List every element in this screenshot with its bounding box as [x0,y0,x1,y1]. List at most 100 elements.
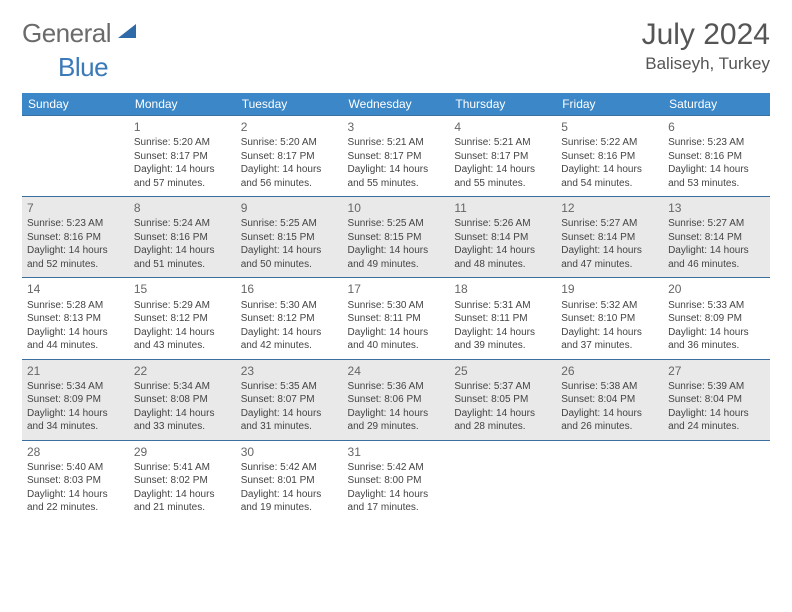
daylight-line: Daylight: 14 hours and 28 minutes. [454,407,551,434]
logo: General [22,18,140,49]
sunset-line: Sunset: 8:11 PM [348,312,445,326]
calendar-cell [663,440,770,521]
sunset-line: Sunset: 8:08 PM [134,393,231,407]
daylight-line: Daylight: 14 hours and 48 minutes. [454,244,551,271]
calendar-cell: 22Sunrise: 5:34 AMSunset: 8:08 PMDayligh… [129,359,236,440]
calendar-cell: 2Sunrise: 5:20 AMSunset: 8:17 PMDaylight… [236,116,343,197]
sunset-line: Sunset: 8:17 PM [348,150,445,164]
day-number: 17 [348,281,445,297]
sunrise-line: Sunrise: 5:25 AM [348,217,445,231]
sunrise-line: Sunrise: 5:20 AM [241,136,338,150]
day-number: 23 [241,363,338,379]
calendar-cell: 5Sunrise: 5:22 AMSunset: 8:16 PMDaylight… [556,116,663,197]
sunrise-line: Sunrise: 5:37 AM [454,380,551,394]
calendar-cell: 7Sunrise: 5:23 AMSunset: 8:16 PMDaylight… [22,197,129,278]
day-number: 31 [348,444,445,460]
sunset-line: Sunset: 8:11 PM [454,312,551,326]
day-number: 6 [668,119,765,135]
sunrise-line: Sunrise: 5:26 AM [454,217,551,231]
calendar-cell: 19Sunrise: 5:32 AMSunset: 8:10 PMDayligh… [556,278,663,359]
calendar-header-row: Sunday Monday Tuesday Wednesday Thursday… [22,93,770,116]
calendar-cell [22,116,129,197]
daylight-line: Daylight: 14 hours and 17 minutes. [348,488,445,515]
weekday-header: Tuesday [236,93,343,116]
sunset-line: Sunset: 8:09 PM [668,312,765,326]
calendar-cell: 29Sunrise: 5:41 AMSunset: 8:02 PMDayligh… [129,440,236,521]
calendar-cell: 18 Sunrise: 5:31 AMSunset: 8:11 PMDayligh… [449,278,556,359]
title-block: July 2024 Baliseyh, Turkey [642,18,770,74]
daylight-line: Daylight: 14 hours and 43 minutes. [134,326,231,353]
calendar-cell: 4Sunrise: 5:21 AMSunset: 8:17 PMDaylight… [449,116,556,197]
calendar-cell: 17Sunrise: 5:30 AMSunset: 8:11 PMDayligh… [343,278,450,359]
day-number: 27 [668,363,765,379]
sunset-line: Sunset: 8:16 PM [668,150,765,164]
daylight-line: Daylight: 14 hours and 42 minutes. [241,326,338,353]
day-number: 3 [348,119,445,135]
calendar-row: 21Sunrise: 5:34 AMSunset: 8:09 PMDayligh… [22,359,770,440]
day-number: 25 [454,363,551,379]
daylight-line: Daylight: 14 hours and 26 minutes. [561,407,658,434]
sunset-line: Sunset: 8:12 PM [241,312,338,326]
calendar-cell: 31Sunrise: 5:42 AMSunset: 8:00 PMDayligh… [343,440,450,521]
sunrise-line: Sunrise: 5:27 AM [668,217,765,231]
sunset-line: Sunset: 8:05 PM [454,393,551,407]
day-number: 19 [561,281,658,297]
daylight-line: Daylight: 14 hours and 53 minutes. [668,163,765,190]
daylight-line: Daylight: 14 hours and 50 minutes. [241,244,338,271]
sunrise-line: Sunrise: 5:31 AM [454,299,551,313]
calendar-cell: 30Sunrise: 5:42 AMSunset: 8:01 PMDayligh… [236,440,343,521]
logo-text-2: Blue [58,52,108,83]
calendar-cell: 20Sunrise: 5:33 AMSunset: 8:09 PMDayligh… [663,278,770,359]
sunset-line: Sunset: 8:12 PM [134,312,231,326]
calendar-cell: 13Sunrise: 5:27 AMSunset: 8:14 PMDayligh… [663,197,770,278]
sunset-line: Sunset: 8:07 PM [241,393,338,407]
day-number: 15 [134,281,231,297]
day-number: 8 [134,200,231,216]
calendar-cell: 9Sunrise: 5:25 AMSunset: 8:15 PMDaylight… [236,197,343,278]
sunrise-line: Sunrise: 5:28 AM [27,299,124,313]
sunrise-line: Sunrise: 5:32 AM [561,299,658,313]
day-number: 12 [561,200,658,216]
daylight-line: Daylight: 14 hours and 33 minutes. [134,407,231,434]
daylight-line: Daylight: 14 hours and 55 minutes. [348,163,445,190]
sunset-line: Sunset: 8:14 PM [668,231,765,245]
daylight-line: Daylight: 14 hours and 56 minutes. [241,163,338,190]
day-number: 2 [241,119,338,135]
sunset-line: Sunset: 8:16 PM [134,231,231,245]
daylight-line: Daylight: 14 hours and 34 minutes. [27,407,124,434]
sunrise-line: Sunrise: 5:42 AM [348,461,445,475]
sunset-line: Sunset: 8:17 PM [134,150,231,164]
day-number: 22 [134,363,231,379]
day-number: 24 [348,363,445,379]
day-number: 18 [454,281,551,297]
daylight-line: Daylight: 14 hours and 24 minutes. [668,407,765,434]
day-number: 21 [27,363,124,379]
calendar-row: 14Sunrise: 5:28 AMSunset: 8:13 PMDayligh… [22,278,770,359]
calendar-cell: 27Sunrise: 5:39 AMSunset: 8:04 PMDayligh… [663,359,770,440]
sunset-line: Sunset: 8:09 PM [27,393,124,407]
sunrise-line: Sunrise: 5:40 AM [27,461,124,475]
daylight-line: Daylight: 14 hours and 57 minutes. [134,163,231,190]
weekday-header: Monday [129,93,236,116]
location: Baliseyh, Turkey [642,54,770,74]
sunrise-line: Sunrise: 5:23 AM [27,217,124,231]
weekday-header: Friday [556,93,663,116]
sunset-line: Sunset: 8:16 PM [561,150,658,164]
sunrise-line: Sunrise: 5:41 AM [134,461,231,475]
sunset-line: Sunset: 8:14 PM [454,231,551,245]
calendar-cell: 24Sunrise: 5:36 AMSunset: 8:06 PMDayligh… [343,359,450,440]
sunrise-line: Sunrise: 5:36 AM [348,380,445,394]
daylight-line: Daylight: 14 hours and 39 minutes. [454,326,551,353]
calendar-cell: 21Sunrise: 5:34 AMSunset: 8:09 PMDayligh… [22,359,129,440]
day-number: 4 [454,119,551,135]
calendar-cell: 23Sunrise: 5:35 AMSunset: 8:07 PMDayligh… [236,359,343,440]
sunrise-line: Sunrise: 5:33 AM [668,299,765,313]
calendar-table: Sunday Monday Tuesday Wednesday Thursday… [22,93,770,521]
month-title: July 2024 [642,18,770,52]
calendar-cell: 25Sunrise: 5:37 AMSunset: 8:05 PMDayligh… [449,359,556,440]
calendar-cell: 8Sunrise: 5:24 AMSunset: 8:16 PMDaylight… [129,197,236,278]
sunset-line: Sunset: 8:17 PM [241,150,338,164]
day-number: 16 [241,281,338,297]
sunrise-line: Sunrise: 5:38 AM [561,380,658,394]
daylight-line: Daylight: 14 hours and 40 minutes. [348,326,445,353]
